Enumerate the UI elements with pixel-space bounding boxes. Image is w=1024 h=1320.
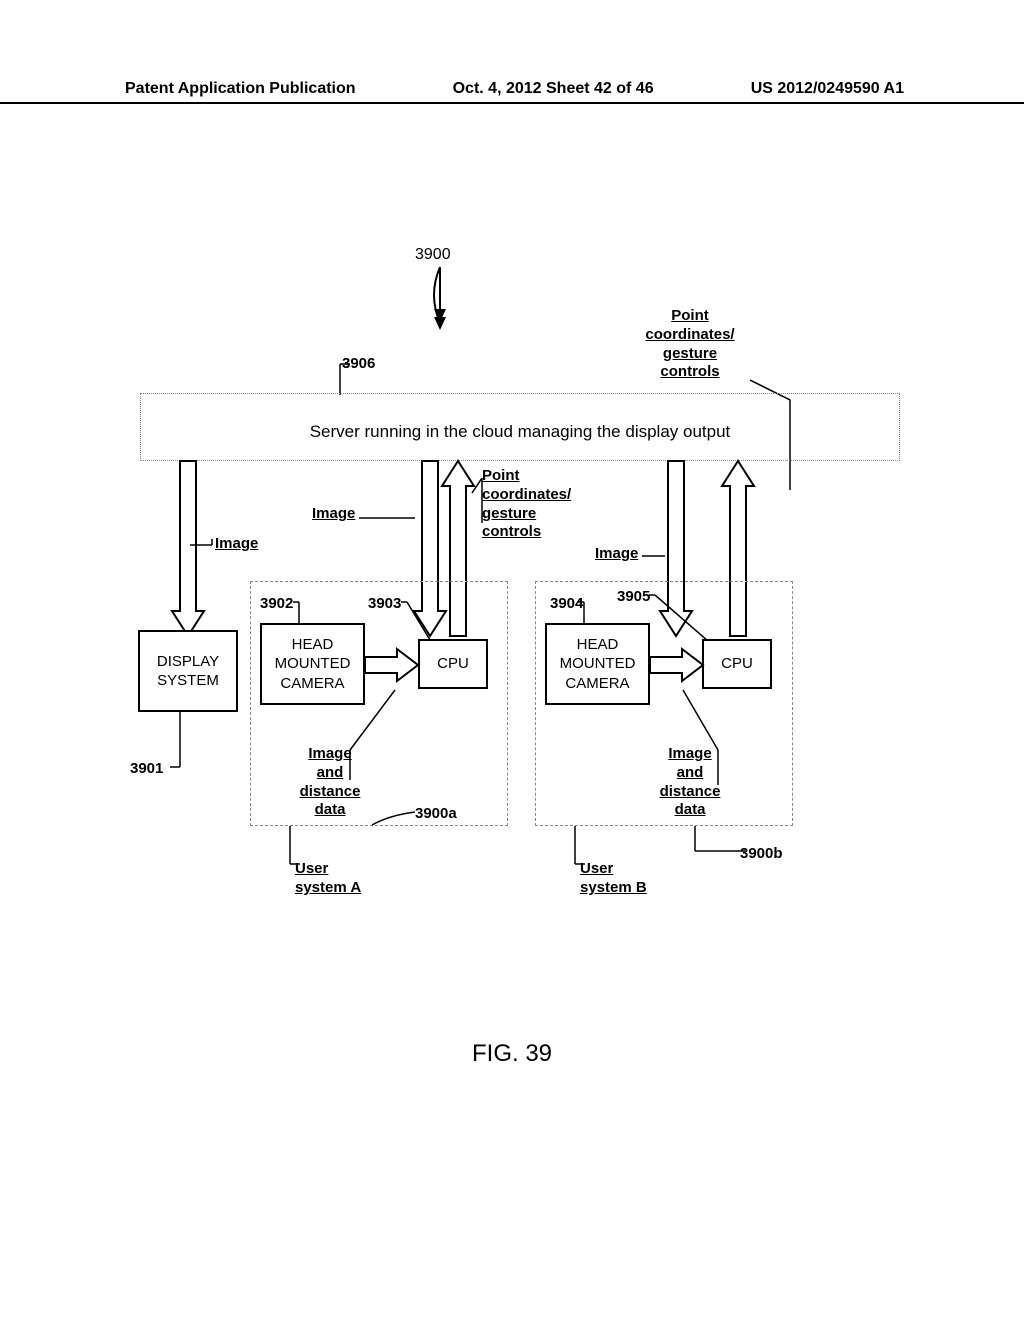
arrow-camera-cpu-a bbox=[365, 647, 420, 683]
page-header: Patent Application Publication Oct. 4, 2… bbox=[0, 80, 1024, 104]
leader-image-cpuA bbox=[355, 510, 420, 530]
leader-3901 bbox=[165, 712, 195, 767]
leader-3905 bbox=[653, 593, 713, 643]
leader-3900b bbox=[690, 826, 750, 856]
refnum-3904: 3904 bbox=[550, 595, 583, 614]
cpu-a-box: CPU bbox=[418, 639, 488, 689]
leader-3903 bbox=[405, 600, 435, 640]
refnum-3905: 3905 bbox=[617, 588, 650, 607]
leader-3902 bbox=[295, 600, 315, 625]
label-image-display: Image bbox=[215, 535, 258, 554]
figure-caption: FIG. 39 bbox=[0, 1040, 1024, 1068]
refnum-3900: 3900 bbox=[415, 245, 451, 266]
refnum-3901: 3901 bbox=[130, 760, 163, 779]
curve-3900 bbox=[420, 265, 460, 335]
header-left: Patent Application Publication bbox=[125, 80, 356, 98]
header-center: Oct. 4, 2012 Sheet 42 of 46 bbox=[453, 80, 654, 98]
label-image-cpuB: Image bbox=[595, 545, 638, 564]
leader-imgdist-b bbox=[668, 690, 728, 770]
leader-usersysA bbox=[280, 826, 310, 866]
label-user-sys-b: User system B bbox=[580, 860, 680, 898]
arrow-camera-cpu-b bbox=[650, 647, 705, 683]
label-image-cpuA: Image bbox=[312, 505, 355, 524]
camera-b-box: HEAD MOUNTED CAMERA bbox=[545, 623, 650, 705]
cpu-b-box: CPU bbox=[702, 639, 772, 689]
refnum-3902: 3902 bbox=[260, 595, 293, 614]
refnum-3903: 3903 bbox=[368, 595, 401, 614]
refnum-3900a: 3900a bbox=[415, 805, 457, 824]
diagram: 3900 Point coordinates/ gesture controls… bbox=[120, 245, 910, 1065]
leader-point-center bbox=[470, 473, 490, 533]
server-text: Server running in the cloud managing the… bbox=[310, 422, 731, 441]
leader-imgdist-a bbox=[345, 690, 405, 770]
leader-3904 bbox=[580, 600, 600, 625]
display-system-box: DISPLAY SYSTEM bbox=[138, 630, 238, 712]
server-box: Server running in the cloud managing the… bbox=[140, 393, 900, 461]
leader-usersysB bbox=[565, 826, 595, 866]
label-point-coords-center: Point coordinates/ gesture controls bbox=[482, 467, 612, 542]
leader-3900a bbox=[370, 800, 420, 830]
header-right: US 2012/0249590 A1 bbox=[751, 80, 904, 98]
leader-image-cpuB bbox=[640, 548, 670, 563]
leader-image-display bbox=[190, 535, 220, 555]
label-user-sys-a: User system A bbox=[295, 860, 395, 898]
